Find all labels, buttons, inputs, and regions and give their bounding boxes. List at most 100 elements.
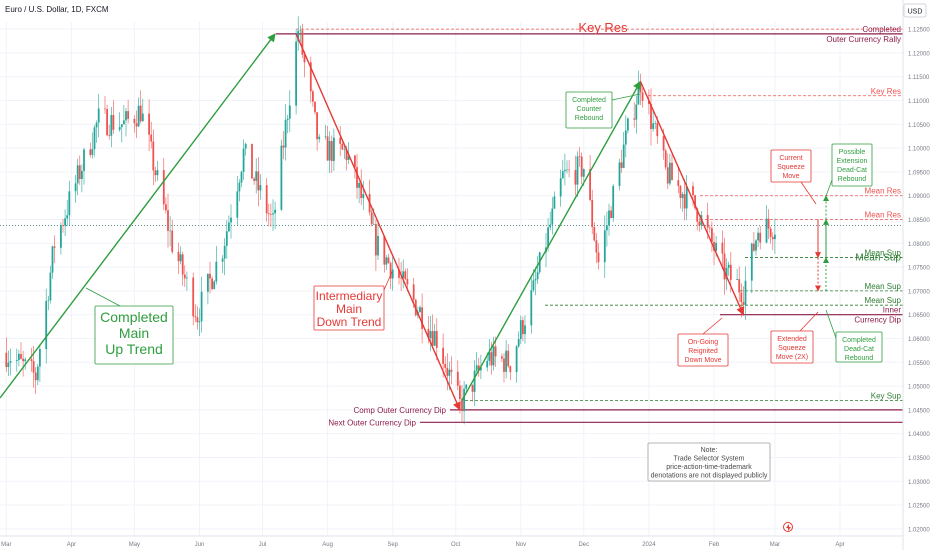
- candle-body: [606, 225, 608, 231]
- y-tick-label: 1.06500: [908, 313, 930, 319]
- candle-body: [183, 274, 186, 279]
- candle-body: [744, 280, 747, 305]
- candle-body: [666, 167, 669, 184]
- x-tick-label: 2024: [642, 542, 656, 548]
- candle-body: [356, 167, 358, 188]
- candle-body: [507, 350, 510, 367]
- y-tick-label: 1.05500: [908, 361, 930, 367]
- candle-body: [459, 385, 461, 400]
- candle-body: [316, 112, 318, 140]
- candle-body: [295, 41, 297, 106]
- x-tick-label: Feb: [709, 542, 720, 548]
- counter-rebound-pointer: [611, 93, 641, 101]
- candle-body: [112, 115, 115, 130]
- candle-body: [221, 258, 224, 262]
- candle-body: [39, 348, 41, 367]
- candle-body: [578, 156, 581, 158]
- candle-body: [750, 243, 753, 281]
- candle-body: [66, 215, 69, 219]
- candle-body: [692, 186, 694, 196]
- candle-body: [595, 240, 598, 253]
- candle-body: [370, 212, 373, 225]
- candle-body: [564, 169, 566, 172]
- candle-body: [358, 182, 360, 188]
- y-tick-label: 1.02000: [908, 527, 930, 533]
- currency-button[interactable]: [903, 3, 927, 18]
- possible-rebound-label: Possible: [839, 149, 866, 156]
- candle-body: [152, 141, 155, 171]
- note-box: [647, 442, 771, 482]
- candle-body: [125, 111, 127, 121]
- candle-body: [387, 257, 390, 263]
- candle-body: [24, 359, 27, 362]
- candle-body: [589, 169, 591, 200]
- candle-body: [120, 124, 123, 128]
- candle-body: [494, 346, 497, 357]
- candle-body: [345, 149, 348, 160]
- candle-body: [255, 171, 258, 181]
- possible-rebound-label: Extension: [837, 158, 868, 165]
- candle-body: [433, 331, 436, 346]
- current-squeeze-label: Move: [782, 173, 799, 180]
- candle-body: [641, 92, 644, 101]
- x-tick-label: Sep: [387, 542, 398, 548]
- candle-body: [318, 136, 321, 140]
- counter-rebound-label: Completed: [572, 97, 606, 104]
- x-tick-label: Mar: [1, 542, 11, 548]
- candle-body: [769, 228, 772, 237]
- main-up-label: Main: [119, 325, 149, 341]
- candle-body: [622, 144, 625, 168]
- candle-body: [475, 365, 478, 371]
- candle-body: [389, 262, 392, 279]
- candle-body: [253, 178, 255, 181]
- candle-body: [64, 218, 66, 226]
- possible-rebound-label: Rebound: [838, 176, 867, 183]
- candle-body: [282, 145, 285, 148]
- current-squeeze-pointer: [800, 181, 817, 205]
- candle-body: [694, 195, 696, 209]
- candle-body: [150, 134, 153, 142]
- candle-body: [207, 273, 209, 292]
- trend-line: [639, 81, 745, 316]
- candle-body: [326, 136, 329, 161]
- y-tick-label: 1.10500: [908, 123, 930, 129]
- candle-body: [18, 353, 20, 361]
- candle-body: [81, 170, 83, 180]
- candle-body: [461, 399, 463, 412]
- candle-body: [36, 366, 39, 381]
- candle-body: [503, 358, 505, 372]
- candle-body: [123, 120, 125, 125]
- counter-rebound-box: [565, 91, 613, 129]
- candle-body: [627, 118, 629, 131]
- candle-body: [68, 191, 71, 216]
- candle-body: [362, 194, 365, 199]
- candle-body: [15, 360, 18, 362]
- main-down-box: [313, 285, 385, 331]
- candle-body: [347, 155, 350, 160]
- candle-body: [597, 252, 600, 263]
- y-axis-bg: [903, 0, 932, 550]
- candle-body: [473, 370, 476, 392]
- candle-body: [421, 307, 423, 329]
- level-label: Mean Res: [865, 211, 901, 220]
- candle-body: [727, 264, 730, 268]
- candle-body: [431, 331, 434, 346]
- candle-body: [177, 251, 180, 262]
- candle-body: [34, 372, 37, 381]
- candle-body: [198, 321, 201, 323]
- candle-body: [723, 253, 726, 280]
- candle-body: [679, 185, 682, 198]
- level-label: Next Outer Currency Dip: [328, 418, 416, 427]
- candle-body: [480, 367, 482, 371]
- candle-body: [324, 136, 327, 138]
- candle-body: [240, 171, 243, 183]
- candle-body: [20, 353, 22, 359]
- candle-body: [139, 105, 142, 122]
- candle-body: [91, 149, 94, 155]
- candle-body: [767, 218, 770, 229]
- level-label: Mean Sup: [865, 249, 902, 258]
- y-tick-label: 1.04500: [908, 408, 930, 414]
- candle-body: [612, 185, 615, 219]
- level-label: Inner: [883, 306, 902, 315]
- candle-body: [486, 360, 489, 368]
